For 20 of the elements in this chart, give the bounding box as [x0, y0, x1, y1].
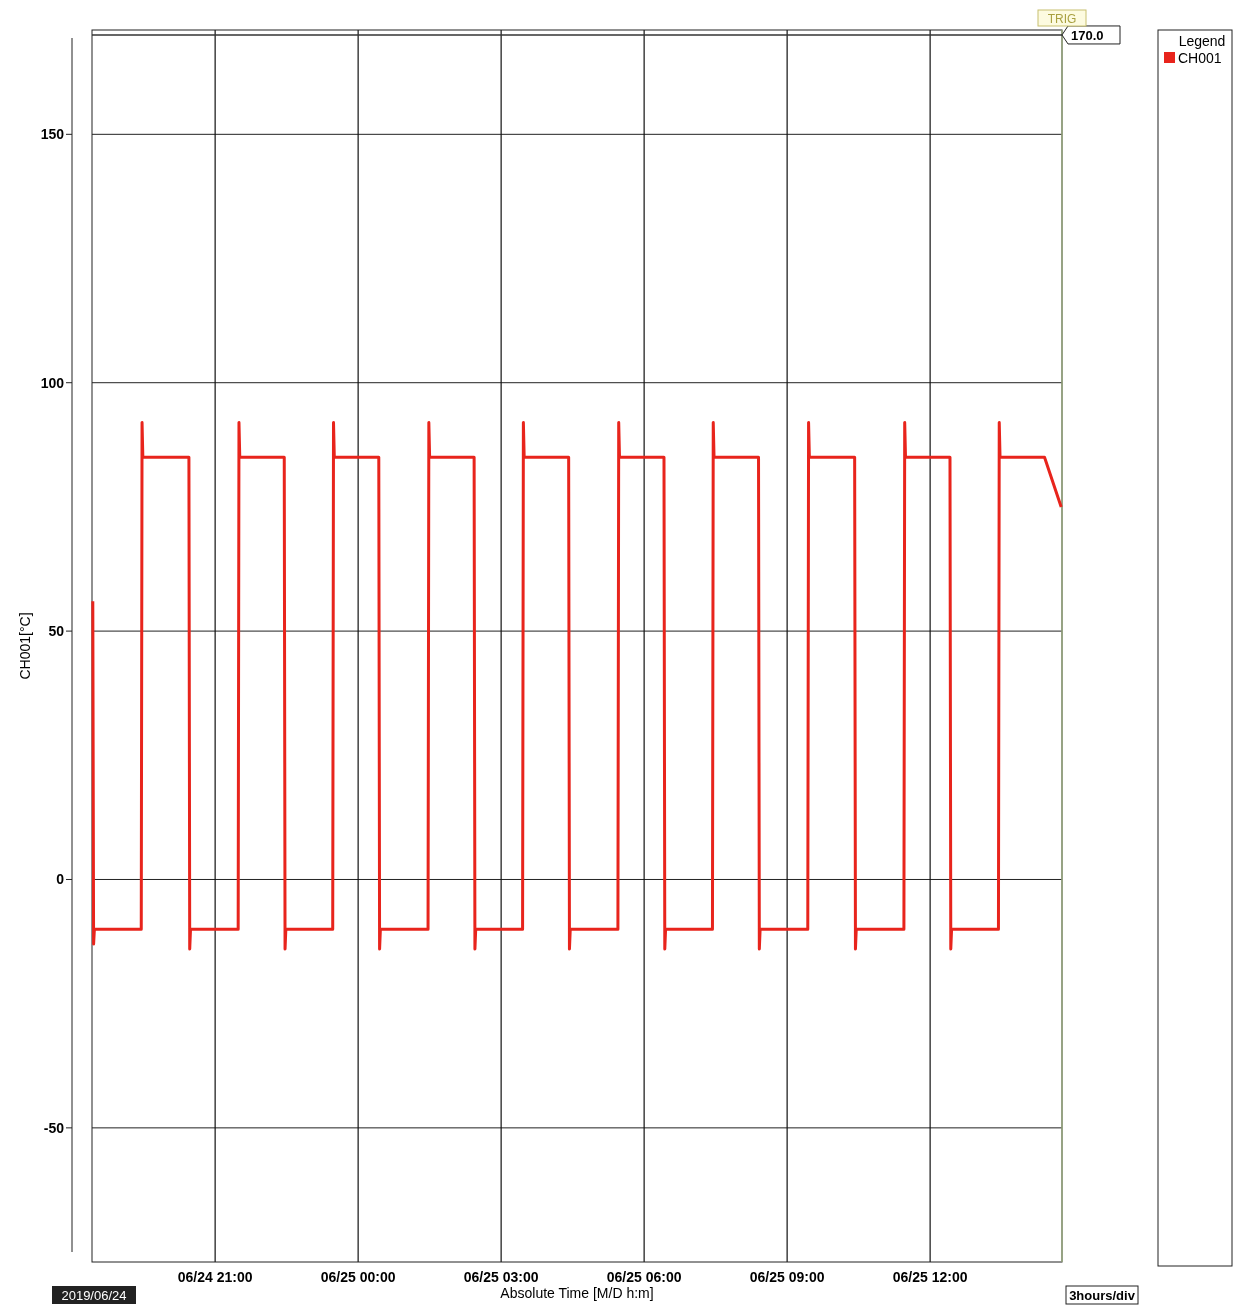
text: 3hours/div	[1069, 1288, 1136, 1303]
x-tick-label: 06/24 21:00	[177, 1269, 253, 1285]
line-series	[91, 420, 1063, 951]
y-axis-title: CH001[°C]	[17, 612, 33, 680]
ref-line-label: 170.0	[1071, 27, 1104, 43]
y-tick-label: -50	[43, 1119, 65, 1136]
x-tick-label: 06/25 03:00	[463, 1269, 539, 1285]
legend-label: CH001	[1178, 50, 1222, 66]
y-tick-label: 50	[48, 623, 65, 640]
text: TRIG	[1047, 12, 1077, 26]
x-tick-label: 06/25 00:00	[320, 1269, 396, 1285]
text: 2019/06/24	[61, 1288, 127, 1303]
x-axis-title: Absolute Time [M/D h:m]	[500, 1285, 654, 1301]
x-tick-label: 06/25 06:00	[606, 1269, 682, 1285]
y-tick-label: 150	[40, 126, 65, 143]
x-tick-label: 06/25 09:00	[749, 1269, 825, 1285]
y-tick-label: 100	[40, 374, 65, 391]
legend-title: Legend	[1178, 33, 1226, 49]
y-tick-label: 0	[56, 871, 65, 888]
x-tick-label: 06/25 12:00	[892, 1269, 968, 1285]
